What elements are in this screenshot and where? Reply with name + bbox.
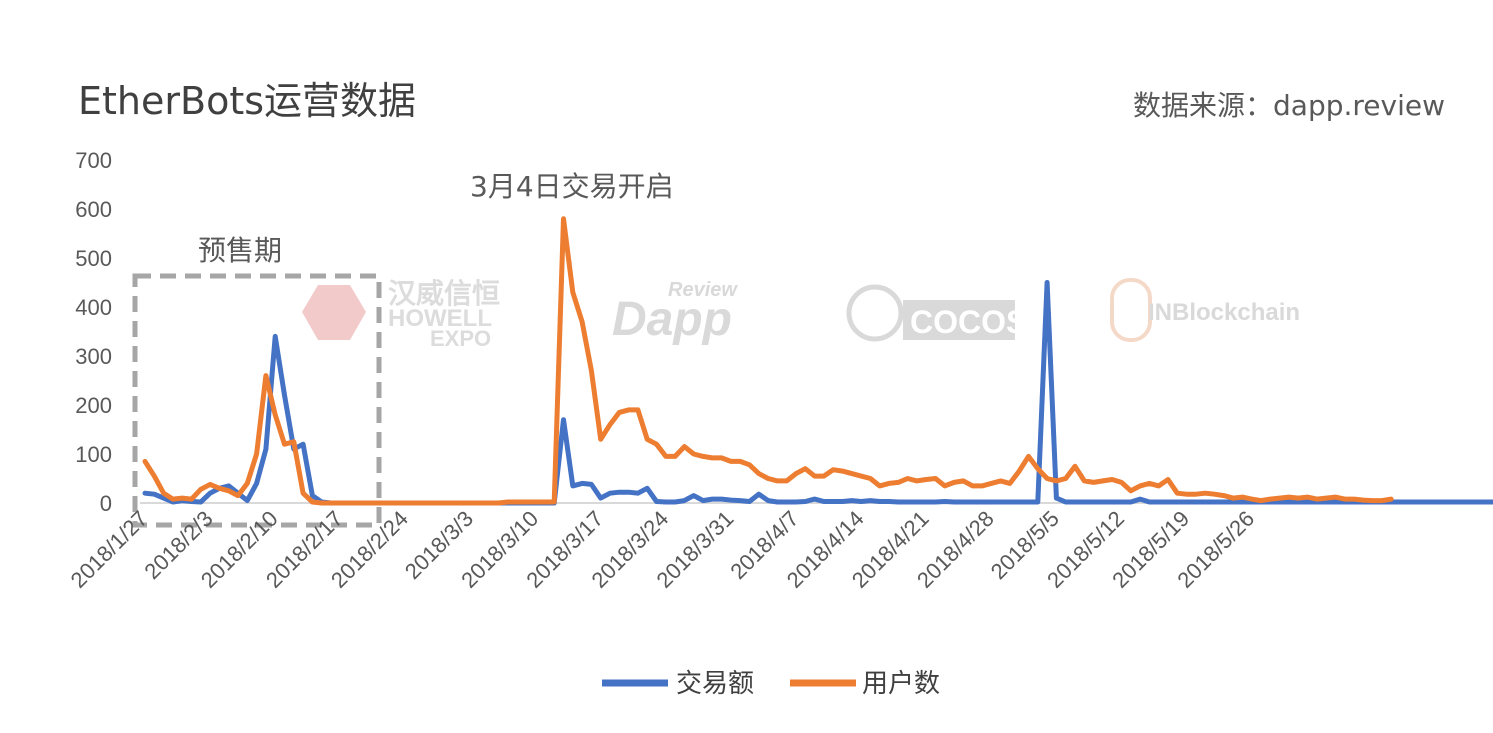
watermark-inblockchain-text: INBlockchain [1148,299,1300,326]
y-tick-label: 0 [100,491,112,516]
y-tick-label: 700 [75,148,112,173]
watermark-dapp-review: Review [668,279,738,301]
y-tick-label: 400 [75,295,112,320]
legend: 交易额 用户数 [602,669,940,699]
y-tick-label: 300 [75,344,112,369]
watermark-dapp-text: Dapp [612,293,732,346]
x-axis: 2018/1/272018/2/32018/2/102018/2/172018/… [66,506,1260,593]
watermark-howell-cn: 汉威信恒 [388,278,500,309]
y-tick-label: 600 [75,197,112,222]
watermark-howell-en2: EXPO [430,326,491,351]
watermark-cocos: COCOS [846,284,1027,342]
legend-label-users: 用户数 [862,669,940,699]
y-tick-label: 100 [75,442,112,467]
series-line-users [142,216,1394,506]
watermark-howell: 汉威信恒 HOWELL EXPO [302,278,500,351]
watermark-dapp: Review Dapp [612,279,738,346]
watermark-inblockchain: INBlockchain [1110,278,1300,342]
presale-label: 预售期 [198,234,282,267]
trade-open-label: 3月4日交易开启 [470,170,674,203]
data-source: 数据来源：dapp.review [1133,89,1445,122]
chart-title: EtherBots运营数据 [78,79,417,123]
x-tick-label: 2018/1/27 [66,506,153,593]
series-group [142,216,1493,506]
legend-label-trade: 交易额 [676,669,754,699]
y-axis: 0 100 200 300 400 500 600 700 [75,148,112,516]
presale-box [132,273,382,528]
watermark-howell-en1: HOWELL [388,305,492,332]
watermark-cocos-text: COCOS [910,304,1027,340]
y-tick-label: 500 [75,246,112,271]
y-tick-label: 200 [75,393,112,418]
